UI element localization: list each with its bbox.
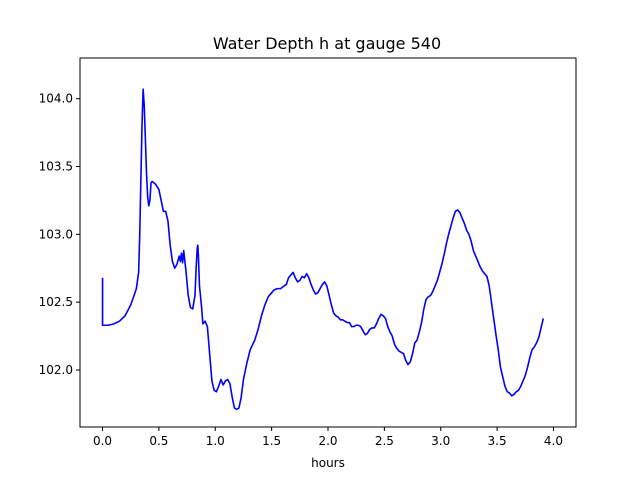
x-tick-label: 3.5 xyxy=(488,434,507,448)
y-axis: 102.0 102.5 103.0 103.5 104.0 xyxy=(39,92,80,377)
y-tick-label: 103.0 xyxy=(39,227,73,241)
series-line-1 xyxy=(101,88,545,411)
plot-series xyxy=(101,88,545,411)
x-tick-label: 2.5 xyxy=(375,434,394,448)
y-tick-label: 102.5 xyxy=(39,295,73,309)
x-tick-label: 0.0 xyxy=(93,434,112,448)
y-tick-label: 104.0 xyxy=(39,92,73,106)
x-axis-label: hours xyxy=(311,456,345,470)
x-tick-label: 0.5 xyxy=(149,434,168,448)
y-tick-label: 102.0 xyxy=(39,363,73,377)
x-tick-label: 3.0 xyxy=(431,434,450,448)
chart-title: Water Depth h at gauge 540 xyxy=(213,34,441,53)
x-tick-label: 1.0 xyxy=(206,434,225,448)
x-tick-label: 1.5 xyxy=(262,434,281,448)
y-tick-label: 103.5 xyxy=(39,160,73,174)
x-tick-label: 2.0 xyxy=(318,434,337,448)
x-axis: 0.0 0.5 1.0 1.5 2.0 2.5 3.0 3.5 4.0 xyxy=(93,427,563,448)
x-tick-label: 4.0 xyxy=(544,434,563,448)
